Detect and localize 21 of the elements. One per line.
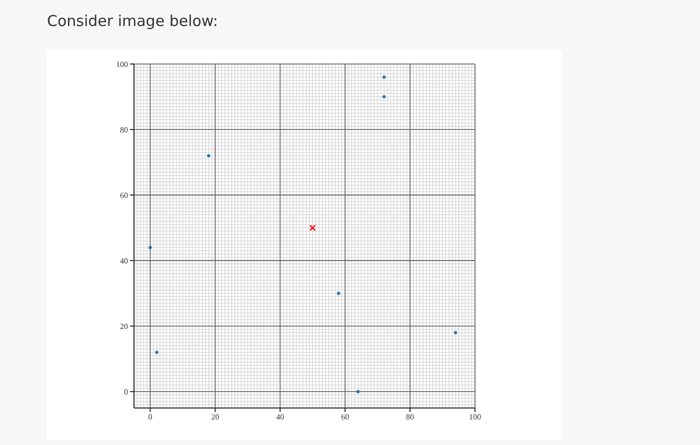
chart-title: Consider image below: [47, 12, 218, 30]
x-tick-label: 100 [469, 412, 481, 422]
point [148, 246, 152, 250]
point [207, 154, 210, 158]
y-tick-label: 80 [120, 125, 128, 134]
y-tick-label: 40 [120, 256, 128, 266]
x-tick-label: 40 [276, 412, 284, 422]
x-tick-label: 80 [406, 412, 414, 422]
point [382, 76, 386, 79]
point [382, 95, 386, 98]
point [337, 292, 340, 295]
y-tick-label: 100 [116, 60, 128, 69]
y-tick-label: 60 [120, 190, 128, 200]
x-tick-label: 60 [341, 412, 350, 422]
y-tick-label: 0 [124, 387, 128, 396]
y-tick-label: 20 [120, 322, 128, 331]
point [454, 331, 458, 334]
x-tick-label: 20 [211, 412, 220, 422]
x-tick-label: 0 [148, 412, 152, 422]
point [155, 350, 158, 354]
point [356, 390, 360, 394]
